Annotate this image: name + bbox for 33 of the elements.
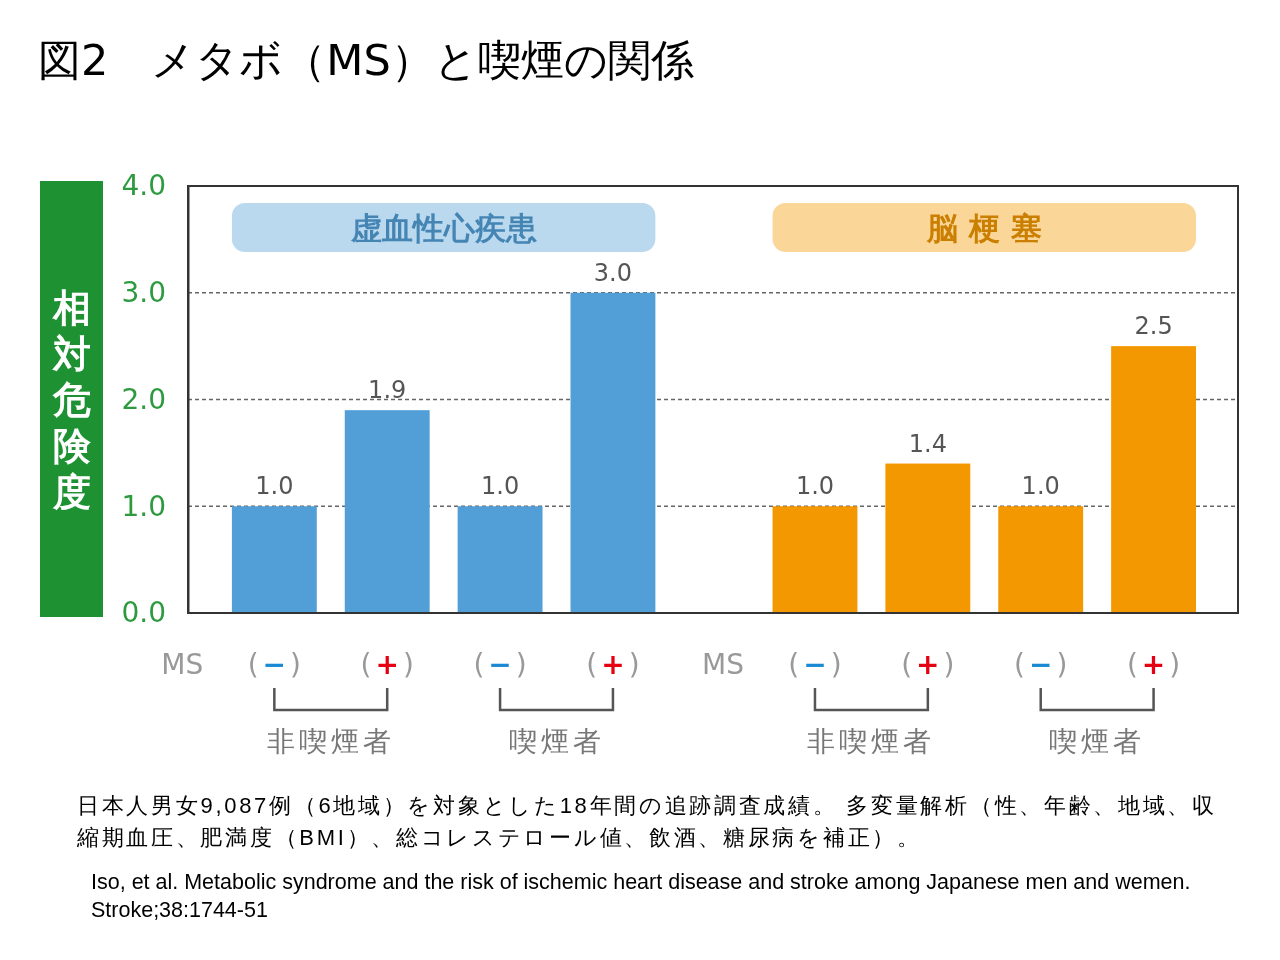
text: MS bbox=[161, 647, 204, 681]
data-label: 2.5 bbox=[1134, 312, 1173, 341]
y-tick-label: 0.0 bbox=[121, 596, 166, 630]
x-tick-label: (+) bbox=[586, 647, 640, 681]
y-tick-label: 1.0 bbox=[121, 489, 166, 523]
y-tick-label: 3.0 bbox=[121, 276, 166, 310]
y-tick-label: 2.0 bbox=[121, 382, 166, 416]
x-tick-label: (+) bbox=[1126, 647, 1181, 681]
x-tick-label: (−) bbox=[1014, 647, 1068, 681]
data-label: 1.4 bbox=[908, 429, 947, 458]
y-tick-label: 4.0 bbox=[121, 169, 166, 203]
data-label: 1.0 bbox=[795, 472, 835, 501]
text: 日本人男女9,087例（6地域）を対象とした18年間の追跡調査成績。 多変量解析（性、年齢、地域、収縮期血圧、肥満度（BMI）、総コレステロール値、飲酒、糖尿病を補正）。 bbox=[76, 793, 1217, 850]
text: 喫煙者 bbox=[1049, 724, 1146, 758]
x-tick-label: (−) bbox=[247, 647, 302, 681]
text: 非喫煙者 bbox=[266, 724, 395, 758]
series-label: 虚血性心疾患 bbox=[349, 210, 537, 246]
data-label: 1.9 bbox=[368, 376, 407, 405]
x-tick-label: (−) bbox=[473, 647, 527, 681]
text: 非喫煙者 bbox=[807, 724, 936, 758]
text: Iso, et al. Metabolic syndrome and the risk of ischemic heart disease and stroke among Japanese men and wemen. Stroke;38:1744-51 bbox=[91, 870, 1191, 922]
y-axis-title: 相対危険度 bbox=[51, 285, 92, 514]
data-label: 1.0 bbox=[255, 472, 294, 501]
text: 脳 梗 塞 bbox=[925, 210, 1042, 246]
text: MS bbox=[702, 647, 744, 681]
x-tick-label: (+) bbox=[360, 647, 414, 681]
text: 喫煙者 bbox=[508, 724, 605, 758]
x-tick-label: (−) bbox=[788, 647, 842, 681]
data-label: 1.0 bbox=[1021, 472, 1060, 501]
data-label: 1.0 bbox=[480, 472, 520, 501]
data-label: 3.0 bbox=[593, 258, 633, 287]
x-tick-label: (+) bbox=[901, 647, 955, 681]
chart-title: 図2 メタボ（MS）と喫煙の関係 bbox=[38, 35, 694, 85]
